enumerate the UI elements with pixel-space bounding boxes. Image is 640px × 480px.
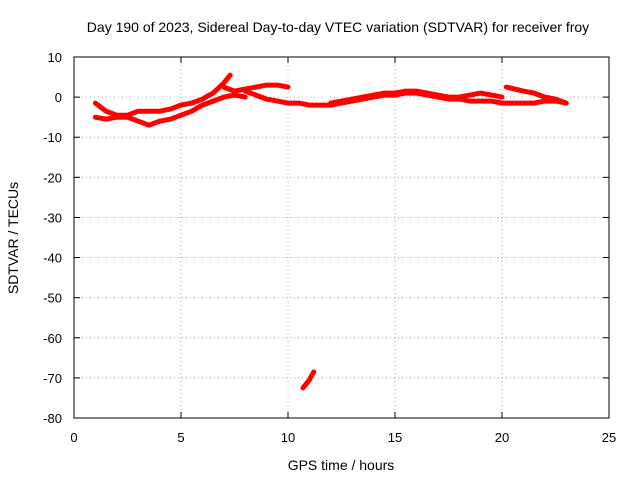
y-tick-label: -30 <box>43 210 62 225</box>
y-tick-label: -80 <box>43 411 62 426</box>
chart-title: Day 190 of 2023, Sidereal Day-to-day VTE… <box>87 19 589 35</box>
y-tick-label: 0 <box>55 90 62 105</box>
x-tick-label: 0 <box>70 430 77 445</box>
x-tick-label: 5 <box>177 430 184 445</box>
y-tick-label: -70 <box>43 371 62 386</box>
y-tick-label: -10 <box>43 130 62 145</box>
y-tick-label: -40 <box>43 251 62 266</box>
y-tick-label: -60 <box>43 331 62 346</box>
series-track-1 <box>92 72 233 118</box>
plot-frame <box>73 56 610 419</box>
x-tick-label: 25 <box>602 430 616 445</box>
y-tick-labels: 10 0 -10 -20 -30 -40 -50 -60 -70 -80 <box>43 50 62 426</box>
x-tick-label: 10 <box>281 430 295 445</box>
x-tick-label: 20 <box>495 430 509 445</box>
series-track-6 <box>503 84 569 106</box>
series-track-7 <box>300 369 317 391</box>
series-track-5 <box>328 88 505 106</box>
x-tick-labels: 0 5 10 15 20 25 <box>70 430 616 445</box>
grid-lines <box>74 57 609 418</box>
plot-series <box>92 72 569 391</box>
x-axis-label: GPS time / hours <box>288 457 395 473</box>
y-axis-label: SDTVAR / TECUs <box>5 182 21 294</box>
series-track-3 <box>221 82 291 94</box>
series-track-2 <box>92 92 248 128</box>
x-tick-label: 15 <box>388 430 402 445</box>
y-tick-label: -50 <box>43 291 62 306</box>
tick-marks <box>73 56 610 419</box>
y-tick-label: -20 <box>43 170 62 185</box>
y-tick-label: 10 <box>48 50 62 65</box>
